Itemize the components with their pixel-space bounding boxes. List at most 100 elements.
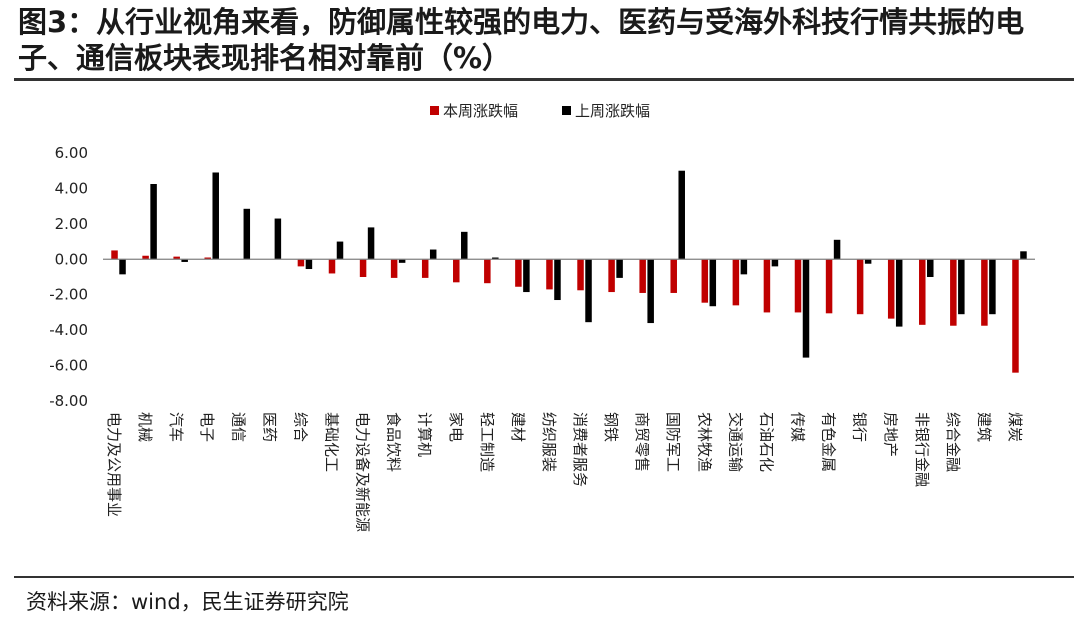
y-tick-label: -6.00 — [49, 357, 88, 375]
y-tick-label: 0.00 — [55, 250, 88, 268]
bar-last-week — [771, 259, 779, 267]
bar-last-week — [554, 259, 561, 301]
bar-this-week — [577, 259, 584, 291]
category-label: 家电 — [447, 412, 465, 442]
bar-last-week — [150, 184, 157, 260]
bar-last-week — [927, 259, 934, 277]
category-label: 钢铁 — [602, 412, 620, 442]
bar-last-week — [336, 241, 344, 260]
bar-last-week — [523, 259, 530, 293]
bar-this-week — [950, 259, 957, 326]
footer-divider — [14, 576, 1074, 578]
category-label: 机械 — [136, 412, 154, 442]
legend-swatch-this-week — [430, 106, 439, 115]
category-label: 农林牧渔 — [695, 412, 713, 472]
legend-swatch-last-week — [562, 106, 571, 115]
bar-this-week — [763, 259, 771, 313]
category-label: 电力设备及新能源 — [354, 412, 372, 532]
bar-this-week — [732, 259, 740, 306]
bar-last-week — [181, 259, 188, 262]
bar-this-week — [670, 259, 677, 293]
bar-last-week — [492, 257, 499, 260]
category-label: 建材 — [509, 412, 527, 442]
bar-last-week — [678, 170, 685, 260]
bar-last-week — [243, 208, 251, 260]
bar-last-week — [709, 259, 717, 307]
bar-last-week — [802, 259, 810, 358]
bar-last-week — [212, 172, 219, 260]
bar-this-week — [794, 259, 802, 313]
bar-this-week — [515, 259, 522, 287]
category-label: 消费者服务 — [571, 412, 589, 487]
category-label: 纺织服装 — [540, 412, 558, 472]
category-label: 交通运输 — [726, 412, 744, 472]
bar-this-week — [981, 259, 988, 326]
y-tick-label: -8.00 — [49, 392, 88, 410]
bar-this-week — [142, 255, 149, 260]
bar-last-week — [429, 249, 437, 260]
category-label: 非银行金融 — [913, 412, 931, 487]
bar-this-week — [421, 259, 429, 278]
bar-last-week — [647, 259, 654, 324]
bar-last-week — [958, 259, 965, 315]
bar-this-week — [919, 259, 926, 325]
category-label: 商贸零售 — [633, 412, 651, 472]
bar-this-week — [204, 257, 211, 260]
bars — [111, 170, 1027, 373]
category-label: 石油石化 — [757, 412, 775, 472]
source-note: 资料来源：wind，民生证券研究院 — [26, 590, 349, 614]
category-label: 煤炭 — [1006, 412, 1024, 442]
title-divider — [14, 78, 1074, 81]
category-label: 房地产 — [882, 412, 900, 457]
bar-this-week — [887, 259, 895, 319]
bar-last-week — [864, 259, 872, 264]
bar-this-week — [297, 259, 305, 267]
category-labels: 电力及公用事业 机械 汽车 电子 通信 医药 综合 基础化工 电力设备及新能源 食品饮料 计算机 家电… — [105, 412, 1024, 532]
bar-last-week — [833, 239, 841, 260]
y-axis: 6.00 4.00 2.00 0.00 -2.00 -4.00 -6.00 -8.00 — [49, 144, 88, 410]
bar-this-week — [856, 259, 864, 315]
bar-last-week — [398, 259, 406, 263]
bar-this-week — [359, 259, 367, 277]
bar-this-week — [328, 259, 336, 274]
bar-this-week — [173, 256, 180, 260]
bar-last-week — [274, 218, 282, 260]
bar-this-week — [453, 259, 460, 283]
chart-title: 图3：从行业视角来看，防御属性较强的电力、医药与受海外科技行情共振的电子、通信板… — [18, 5, 1025, 75]
bar-last-week — [461, 231, 468, 260]
bar-last-week — [119, 259, 126, 275]
bar-last-week — [895, 259, 903, 327]
y-tick-label: 4.00 — [55, 179, 88, 197]
bar-this-week — [1012, 259, 1019, 373]
category-label: 基础化工 — [323, 412, 341, 472]
bar-this-week — [639, 259, 646, 293]
bar-last-week — [305, 259, 313, 270]
category-label: 电力及公用事业 — [105, 412, 123, 517]
y-tick-label: -2.00 — [49, 286, 88, 304]
legend: 本周涨跌幅 上周涨跌幅 — [430, 102, 650, 120]
category-label: 综合金融 — [944, 412, 962, 472]
bar-this-week — [111, 250, 118, 260]
bar-last-week — [740, 259, 748, 275]
bar-last-week — [616, 259, 623, 278]
category-label: 电子 — [198, 412, 216, 442]
category-label: 有色金属 — [820, 412, 838, 472]
category-label: 食品饮料 — [385, 412, 403, 472]
category-label: 传媒 — [789, 412, 807, 442]
y-tick-label: 2.00 — [55, 215, 88, 233]
bar-last-week — [1020, 251, 1027, 260]
bar-this-week — [546, 259, 553, 290]
bar-this-week — [484, 259, 491, 284]
category-label: 汽车 — [167, 412, 185, 442]
bar-last-week — [367, 227, 375, 260]
category-label: 轻工制造 — [478, 412, 496, 472]
category-label: 医药 — [260, 412, 278, 442]
y-tick-label: 6.00 — [55, 144, 88, 162]
category-label: 通信 — [229, 412, 247, 442]
bar-last-week — [585, 259, 592, 323]
y-tick-label: -4.00 — [49, 321, 88, 339]
legend-label: 上周涨跌幅 — [575, 102, 650, 120]
category-label: 建筑 — [975, 412, 993, 442]
category-label: 综合 — [291, 412, 309, 442]
